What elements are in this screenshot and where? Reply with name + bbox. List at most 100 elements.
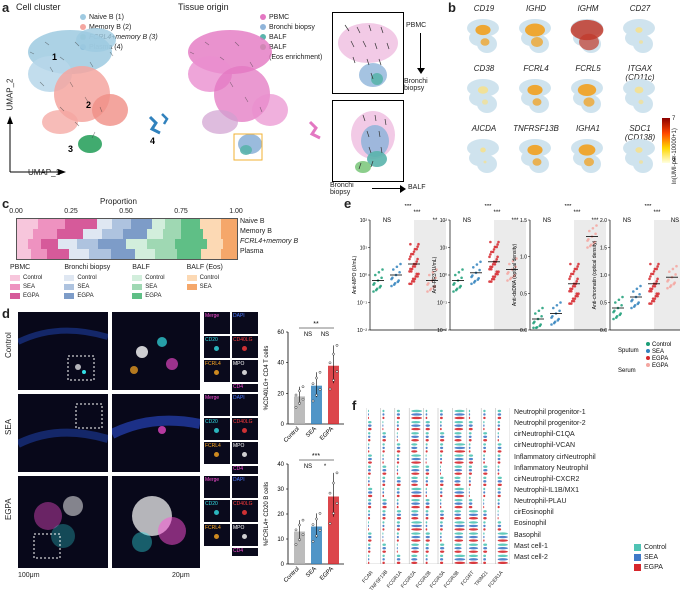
- violin: [368, 510, 371, 513]
- violin: [425, 546, 429, 550]
- violin: [382, 450, 385, 453]
- data-point: [457, 270, 461, 274]
- proportion-tick-3: 0.75: [174, 208, 188, 215]
- violin: [497, 487, 501, 491]
- violin: [483, 443, 487, 446]
- violin: [411, 539, 421, 542]
- data-point: [668, 270, 671, 273]
- violin: [425, 535, 430, 539]
- legend-label: Control: [652, 342, 671, 348]
- data-point: [332, 379, 335, 382]
- violin-grid: [366, 408, 510, 564]
- data-point: [620, 303, 623, 307]
- data-point: [311, 540, 315, 543]
- violin: [382, 528, 385, 531]
- inset-pbmc: [332, 12, 404, 94]
- proportion-segment: [135, 249, 155, 259]
- legend-item-label: EGPA: [23, 292, 40, 299]
- violin: [411, 457, 422, 461]
- legend-group-title: BALF: [132, 264, 150, 271]
- violin: [368, 432, 371, 435]
- violin: [411, 424, 421, 427]
- cell-type-label: Neutrophil progenitor-2: [514, 420, 586, 428]
- violin: [396, 468, 399, 472]
- violin: [483, 468, 488, 472]
- violin: [396, 413, 400, 416]
- violin: [382, 413, 385, 416]
- panel-letter-f: f: [352, 398, 357, 413]
- row-label-egpa: EGPA: [4, 498, 13, 520]
- data-point: [497, 240, 500, 244]
- thumb-label: FCRL4: [205, 443, 221, 449]
- violin: [368, 439, 371, 442]
- legend-serum: Serum: [618, 368, 636, 374]
- tick-label: 10⁻²: [437, 328, 447, 334]
- data-point: [586, 246, 589, 249]
- violin: [396, 472, 399, 475]
- data-point: [650, 272, 653, 276]
- data-point: [412, 250, 416, 253]
- violin: [396, 465, 399, 468]
- data-point: [650, 289, 653, 293]
- sig-label: ***: [484, 204, 492, 210]
- data-point: [416, 257, 419, 261]
- proportion-legend: PBMC Control SEA EGPA Bronchi biopsy Control S…: [10, 264, 340, 308]
- data-point: [413, 277, 417, 281]
- violin: [440, 443, 444, 446]
- legend-swatch: [132, 274, 143, 281]
- violin: [497, 498, 500, 502]
- violin: [411, 491, 422, 494]
- data-point: [409, 242, 412, 246]
- violin: [368, 494, 373, 498]
- legend-sputum: Sputum: [618, 348, 639, 354]
- data-point: [318, 528, 322, 532]
- proportion-segment: [220, 249, 237, 259]
- violin: [454, 550, 462, 553]
- gene-label-3: CD27: [629, 4, 651, 13]
- data-point: [461, 268, 464, 271]
- thumb-CD4: CD4: [232, 548, 258, 556]
- violin: [497, 424, 501, 427]
- data-point: [470, 282, 473, 286]
- arrow-pbmc-to-biopsy: [420, 33, 421, 71]
- data-point: [532, 321, 535, 325]
- violin: [483, 487, 486, 491]
- violin: [396, 416, 400, 420]
- data-point: [491, 275, 495, 278]
- data-point: [552, 321, 556, 325]
- violin: [382, 483, 386, 487]
- legend-item: Control: [186, 273, 223, 282]
- violin: [425, 524, 428, 528]
- violin: [382, 409, 385, 413]
- violin: [440, 491, 443, 494]
- data-point: [612, 317, 615, 321]
- data-point: [648, 302, 651, 305]
- violin: [382, 532, 384, 535]
- violin: [497, 535, 508, 539]
- data-point: [374, 288, 378, 292]
- group-label: SEA: [305, 566, 318, 579]
- violin: [382, 494, 385, 498]
- cell-type-labels: Neutrophil progenitor-1 Neutrophil progen…: [514, 408, 644, 564]
- data-point: [311, 399, 315, 403]
- violin: [411, 461, 422, 464]
- data-point: [488, 280, 491, 283]
- violin: [382, 468, 387, 472]
- proportion-segment: [125, 239, 148, 249]
- sig-overall: **: [313, 321, 319, 328]
- data-point: [399, 262, 402, 266]
- legend-group-title: PBMC: [10, 264, 31, 271]
- violin: [425, 539, 430, 542]
- data-point: [540, 314, 543, 318]
- violin: [411, 439, 419, 442]
- violin: [483, 532, 485, 535]
- data-point: [490, 277, 494, 281]
- data-point: [571, 272, 575, 276]
- gene-feature-plot-11: [623, 139, 655, 173]
- violin: [368, 483, 370, 487]
- tick-label: 10¹: [440, 246, 448, 252]
- data-point: [492, 248, 496, 251]
- violin: [440, 543, 445, 546]
- data-point: [592, 242, 596, 245]
- violin: [425, 409, 428, 413]
